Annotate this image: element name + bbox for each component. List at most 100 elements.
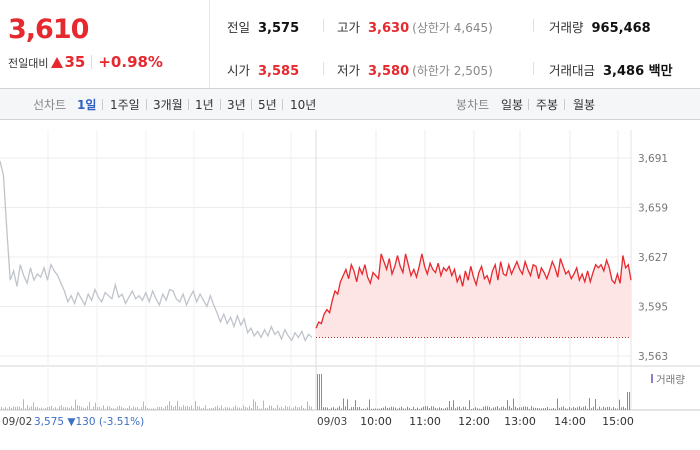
volume-bar bbox=[125, 408, 126, 410]
volume-bar bbox=[559, 407, 560, 410]
divider bbox=[323, 19, 324, 32]
volume-bar bbox=[387, 407, 388, 410]
x-tick-label: 14:00 bbox=[554, 415, 586, 428]
volume-bar bbox=[33, 402, 34, 410]
volume-bar bbox=[265, 407, 266, 410]
trade-value-value: 3,486 백만 bbox=[603, 64, 673, 79]
volume-bar bbox=[515, 406, 516, 410]
volume-bar bbox=[599, 406, 600, 410]
divider bbox=[533, 19, 534, 32]
volume-bar bbox=[113, 408, 114, 410]
volume-bar bbox=[561, 407, 562, 410]
quote-header: 3,610 전일대비 35 +0.98% 전일 3,575 고가 3,630 (상한가 4… bbox=[0, 0, 700, 89]
volume-bar bbox=[519, 407, 520, 410]
volume-bar bbox=[117, 406, 118, 410]
volume-bar bbox=[155, 408, 156, 410]
volume-bar bbox=[21, 408, 22, 410]
volume-bar bbox=[425, 406, 426, 410]
volume-bar bbox=[621, 407, 622, 410]
volume-bar bbox=[187, 405, 188, 410]
volume-bar bbox=[465, 407, 466, 410]
volume-bar bbox=[597, 408, 598, 410]
volume-bar bbox=[135, 407, 136, 410]
volume-bar bbox=[365, 408, 366, 410]
volume-bar bbox=[529, 408, 530, 410]
volume-bar bbox=[351, 407, 352, 410]
volume-bar bbox=[331, 407, 332, 410]
volume-bar bbox=[399, 407, 400, 410]
tab-daily-candle[interactable]: 일봉 bbox=[501, 98, 524, 112]
divider bbox=[146, 99, 147, 110]
volume-bar bbox=[517, 407, 518, 410]
volume-bar bbox=[553, 408, 554, 410]
volume-bar bbox=[421, 407, 422, 410]
volume-bar bbox=[415, 408, 416, 410]
volume-bar bbox=[407, 406, 408, 410]
volume-bar bbox=[539, 408, 540, 410]
volume-bar bbox=[309, 405, 310, 410]
volume-bar bbox=[349, 408, 350, 410]
tab-10-years[interactable]: 10년 bbox=[290, 98, 317, 112]
volume-bar bbox=[109, 406, 110, 410]
lower-limit: (하한가 2,505) bbox=[412, 64, 493, 78]
volume-bar bbox=[357, 407, 358, 410]
volume-bar bbox=[449, 400, 450, 410]
tab-3-years[interactable]: 3년 bbox=[227, 98, 246, 112]
y-tick-label: 3,691 bbox=[638, 153, 668, 165]
volume-bar bbox=[63, 407, 64, 410]
volume-bar bbox=[129, 405, 130, 410]
volume-bar bbox=[233, 407, 234, 410]
upper-limit: (상한가 4,645) bbox=[412, 21, 493, 35]
prev-day-line bbox=[0, 160, 313, 343]
volume-bar bbox=[9, 406, 10, 410]
volume-bar bbox=[185, 406, 186, 410]
volume-bar bbox=[237, 407, 238, 410]
volume-bar bbox=[477, 408, 478, 410]
volume-bar bbox=[41, 407, 42, 410]
low-value: 3,580 bbox=[368, 64, 410, 79]
tab-1-year[interactable]: 1년 bbox=[195, 98, 214, 112]
low-label: 저가 bbox=[337, 63, 361, 78]
volume-bar bbox=[499, 408, 500, 410]
volume-bar bbox=[145, 406, 146, 410]
tab-monthly-candle[interactable]: 월봉 bbox=[573, 98, 596, 112]
volume-bar bbox=[353, 407, 354, 410]
y-tick-label: 3,563 bbox=[638, 351, 668, 363]
volume-bar bbox=[287, 406, 288, 410]
volume-bar bbox=[297, 407, 298, 410]
tab-5-years[interactable]: 5년 bbox=[258, 98, 277, 112]
volume-bar bbox=[591, 408, 592, 410]
volume-bar bbox=[189, 406, 190, 410]
volume-bar bbox=[385, 406, 386, 410]
volume-bar bbox=[317, 374, 318, 410]
low-price: 저가 3,580 (하한가 2,505) bbox=[337, 60, 493, 79]
change-row: 전일대비 35 +0.98% bbox=[8, 53, 163, 71]
volume-bar bbox=[25, 408, 26, 410]
volume-bar bbox=[361, 408, 362, 410]
volume-bar bbox=[15, 407, 16, 410]
volume-bar bbox=[321, 374, 322, 410]
x-tick-label: 15:00 bbox=[602, 415, 634, 428]
volume-bar bbox=[47, 407, 48, 410]
volume-bar bbox=[95, 402, 96, 410]
volume-bar bbox=[441, 407, 442, 410]
volume-bar bbox=[355, 400, 356, 410]
volume-label: 거래량 bbox=[549, 20, 584, 35]
divider bbox=[564, 99, 565, 110]
tab-1-day[interactable]: 1일 bbox=[77, 98, 97, 112]
volume-bar bbox=[175, 405, 176, 410]
volume-bar bbox=[569, 407, 570, 410]
tab-3-months[interactable]: 3개월 bbox=[153, 98, 183, 112]
volume-bar bbox=[201, 408, 202, 410]
volume-bar bbox=[219, 407, 220, 410]
volume-bar bbox=[495, 407, 496, 410]
volume-bar bbox=[439, 407, 440, 410]
volume-bar bbox=[625, 408, 626, 410]
tab-weekly-candle[interactable]: 주봉 bbox=[536, 98, 559, 112]
trade-value-label: 거래대금 bbox=[549, 63, 596, 78]
divider bbox=[282, 99, 283, 110]
x-tick-label: 09/02 bbox=[2, 416, 32, 428]
tab-1-week[interactable]: 1주일 bbox=[110, 98, 140, 112]
volume-value: 965,468 bbox=[591, 21, 651, 36]
volume-bar bbox=[339, 406, 340, 410]
